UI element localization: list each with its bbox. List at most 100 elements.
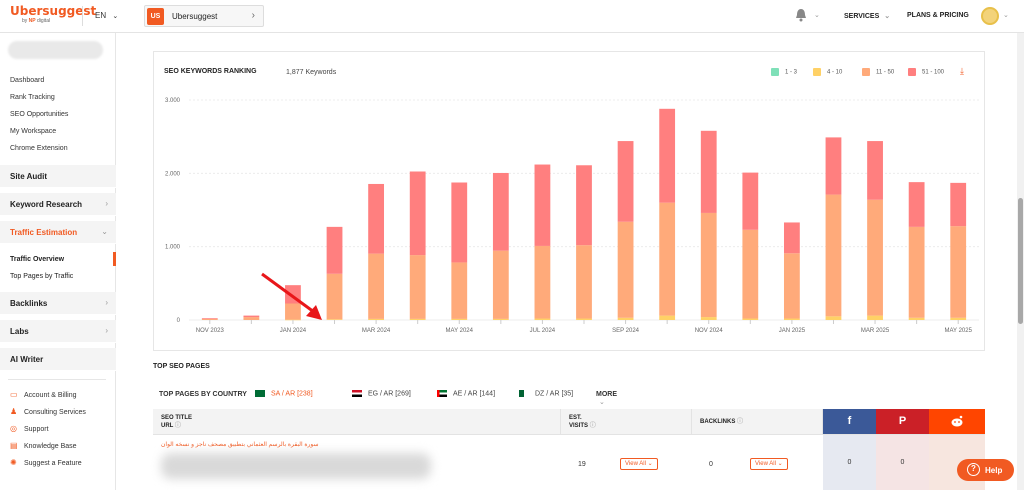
chevron-down-icon[interactable]: ⌄: [814, 12, 820, 19]
sidebar-item-chrome-extension[interactable]: Chrome Extension: [10, 145, 68, 152]
country-tab-sa[interactable]: SA / AR [238]: [255, 390, 313, 397]
bar-segment: [451, 262, 468, 319]
legend-item-1-3[interactable]: 1 - 3: [771, 68, 797, 76]
sidebar: Dashboard Rank Tracking SEO Opportunitie…: [0, 33, 116, 490]
sidebar-item-label: Support: [24, 426, 49, 433]
top-seo-pages-title: TOP SEO PAGES: [153, 363, 210, 370]
sidebar-item-consulting-services[interactable]: ♟ Consulting Services: [10, 407, 86, 416]
bar-segment: [742, 172, 759, 230]
keyword-count: 1,877 Keywords: [286, 69, 337, 76]
pinterest-column-header[interactable]: P: [876, 409, 929, 434]
scrollbar-thumb[interactable]: [1018, 198, 1023, 324]
sidebar-item-my-workspace[interactable]: My Workspace: [10, 128, 57, 135]
user-name-pill[interactable]: [8, 41, 103, 59]
x-tick-label: MAY 2025: [944, 328, 972, 334]
sidebar-section-backlinks[interactable]: Backlinks ›: [0, 292, 116, 315]
column-header-est-visits[interactable]: EST. VISITS ⓘ: [561, 409, 692, 434]
x-tick-label: JAN 2024: [280, 328, 307, 334]
card-icon: ▭: [10, 390, 18, 399]
chevron-down-icon[interactable]: ⌄: [1003, 12, 1009, 19]
bar-segment: [576, 165, 592, 246]
sidebar-item-dashboard[interactable]: Dashboard: [10, 77, 45, 84]
sidebar-section-traffic-estimation[interactable]: Traffic Estimation ⌄: [0, 221, 116, 244]
sidebar-section-labs[interactable]: Labs ›: [0, 320, 116, 343]
column-url-label: URL: [161, 423, 174, 429]
chevron-down-icon: ⌄: [101, 227, 108, 236]
legend-item-4-10[interactable]: 4 - 10: [813, 68, 842, 76]
sidebar-section-site-audit[interactable]: Site Audit: [0, 165, 116, 188]
sidebar-item-rank-tracking[interactable]: Rank Tracking: [10, 94, 55, 101]
sidebar-item-support[interactable]: ◎ Support: [10, 424, 49, 433]
facebook-column-header[interactable]: f: [823, 409, 876, 434]
legend-swatch: [908, 68, 916, 76]
language-selector[interactable]: EN ⌄: [95, 11, 118, 20]
bar-segment: [659, 315, 676, 320]
info-icon[interactable]: ⓘ: [589, 423, 596, 429]
x-tick-label: MAY 2024: [446, 328, 474, 334]
sidebar-item-top-pages-by-traffic[interactable]: Top Pages by Traffic: [10, 273, 74, 280]
pinterest-shares: 0: [876, 435, 929, 490]
sidebar-item-traffic-overview[interactable]: Traffic Overview: [10, 256, 65, 263]
country-tab-eg[interactable]: EG / AR [269]: [352, 390, 411, 397]
project-selector[interactable]: US Ubersuggest ›: [144, 5, 264, 27]
download-icon[interactable]: ⤓: [960, 66, 964, 76]
bar-segment: [368, 318, 385, 320]
legend-swatch: [862, 68, 870, 76]
plans-pricing-link[interactable]: PLANS & PRICING: [907, 12, 969, 19]
bar-segment: [368, 183, 385, 254]
logo-sub-suffix: digital: [37, 18, 51, 24]
sidebar-item-seo-opportunities[interactable]: SEO Opportunities: [10, 111, 69, 118]
bar-segment: [534, 164, 551, 246]
sidebar-item-knowledge-base[interactable]: ▤ Knowledge Base: [10, 441, 77, 450]
view-all-backlinks-button[interactable]: View All ⌄: [750, 458, 788, 470]
logo-text: Ubersuggest: [10, 4, 97, 18]
chevron-down-icon: ⌄: [599, 399, 605, 406]
bar-segment: [700, 130, 717, 213]
bar-segment: [326, 273, 343, 320]
bar-segment: [576, 245, 592, 319]
sidebar-section-label: Labs: [10, 327, 29, 336]
bell-icon[interactable]: [795, 8, 807, 22]
sidebar-item-suggest-feature[interactable]: ✺ Suggest a Feature: [10, 458, 82, 467]
bar-segment: [867, 141, 883, 200]
bar-segment: [326, 226, 343, 274]
more-countries-button[interactable]: MORE ⌄: [596, 391, 617, 406]
bar-segment: [492, 172, 509, 251]
avatar[interactable]: [981, 7, 999, 25]
bar-segment: [950, 317, 967, 320]
ubersuggest-logo[interactable]: Ubersuggest by NP digital: [10, 4, 97, 24]
page-title-link[interactable]: سورة البقرة بالرسم العثماني بتطبيق مصحف …: [161, 442, 319, 448]
help-label: Help: [985, 466, 1003, 475]
country-tab-dz[interactable]: DZ / AR [35]: [519, 390, 573, 397]
info-icon[interactable]: ⓘ: [174, 423, 181, 429]
country-label: DZ / AR [35]: [535, 390, 574, 398]
services-menu[interactable]: SERVICES ⌄: [844, 12, 890, 20]
sidebar-section-ai-writer[interactable]: AI Writer: [0, 348, 116, 371]
bar-segment: [534, 318, 551, 320]
bar-segment: [742, 318, 759, 320]
help-button[interactable]: ? Help: [957, 459, 1014, 481]
project-name: Ubersuggest: [172, 12, 218, 21]
sidebar-section-keyword-research[interactable]: Keyword Research ›: [0, 193, 116, 216]
legend-item-11-50[interactable]: 11 - 50: [862, 68, 894, 76]
country-label: SA / AR [238]: [271, 390, 313, 398]
chevron-down-icon: ⌄: [112, 13, 119, 20]
country-tab-ae[interactable]: AE / AR [144]: [437, 390, 495, 397]
sidebar-item-account-billing[interactable]: ▭ Account & Billing: [10, 390, 77, 399]
bar-segment: [617, 141, 634, 222]
bar-segment: [908, 226, 925, 318]
sidebar-divider: [8, 379, 106, 380]
view-all-visits-button[interactable]: View All ⌄: [620, 458, 658, 470]
est-visits-value: 19: [578, 461, 586, 468]
facebook-icon: f: [847, 415, 852, 427]
column-header-backlinks[interactable]: BACKLINKS ⓘ: [692, 409, 823, 434]
legend-item-51-100[interactable]: 51 - 100: [908, 68, 944, 76]
y-tick-label: 3.000: [165, 98, 181, 104]
bar-segment: [825, 316, 842, 320]
x-tick-label: SEP 2024: [612, 328, 640, 334]
reddit-column-header[interactable]: [929, 409, 985, 434]
column-url-row: URL ⓘ: [161, 422, 192, 430]
bar-segment: [908, 182, 925, 227]
bar-segment: [576, 318, 592, 320]
info-icon[interactable]: ⓘ: [737, 419, 744, 425]
